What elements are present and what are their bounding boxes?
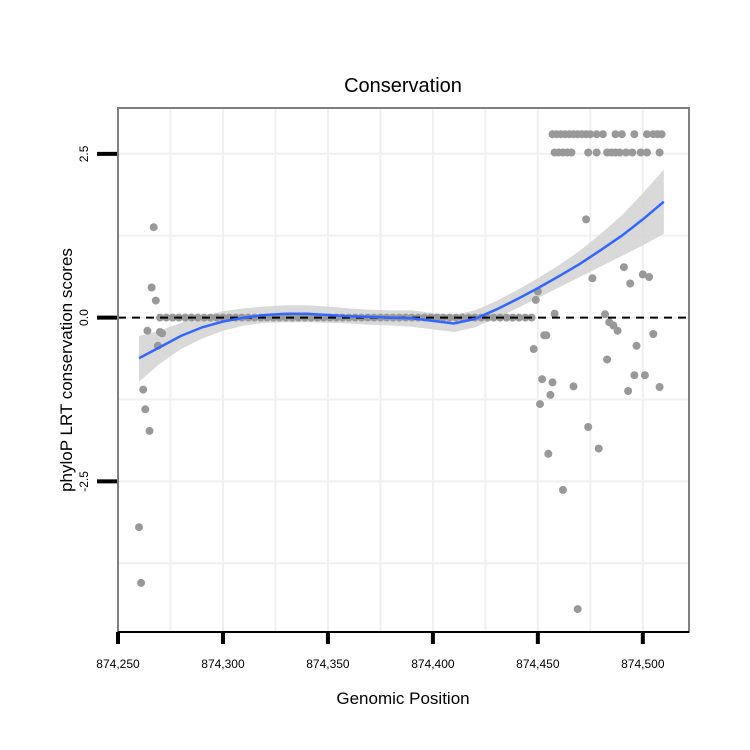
data-point — [137, 578, 146, 587]
x-axis: 874,250 874,300 874,350 874,400 874,450 874,5… — [96, 631, 689, 671]
data-point — [567, 148, 576, 157]
data-point — [630, 371, 639, 380]
data-point — [592, 130, 601, 139]
data-point — [655, 383, 664, 391]
data-point — [584, 423, 593, 431]
y-axis: -2.5 0.0 2.5 — [77, 145, 117, 492]
data-point — [617, 130, 626, 139]
data-point — [643, 148, 651, 157]
data-point — [546, 390, 555, 399]
data-point — [657, 130, 666, 139]
x-tick-label: 874,450 — [516, 657, 560, 671]
y-tick-label: -2.5 — [77, 471, 91, 492]
fit-line-group — [138, 200, 665, 360]
data-point — [149, 223, 158, 232]
data-point — [573, 605, 582, 614]
data-point — [141, 405, 150, 414]
data-point — [193, 313, 202, 322]
data-point — [582, 215, 591, 224]
data-point — [603, 355, 612, 364]
data-point — [458, 313, 467, 322]
data-point — [601, 310, 609, 319]
data-point — [281, 313, 290, 322]
data-point — [594, 444, 603, 453]
data-point — [147, 283, 156, 292]
data-point — [588, 274, 597, 283]
data-point — [529, 345, 538, 353]
data-point — [139, 385, 148, 394]
data-point — [619, 263, 628, 272]
data-point — [536, 400, 544, 409]
data-point — [294, 313, 303, 322]
data-point — [151, 296, 160, 305]
data-point — [515, 313, 523, 322]
y-tick-label: 2.5 — [77, 145, 91, 162]
data-point — [628, 148, 637, 157]
data-point — [559, 485, 567, 494]
data-point — [592, 148, 601, 157]
x-tick-label: 874,400 — [411, 657, 455, 671]
data-point — [643, 130, 651, 139]
data-point — [145, 426, 154, 435]
data-point — [307, 313, 316, 322]
data-point — [630, 130, 639, 139]
data-point — [158, 329, 167, 338]
data-point — [550, 309, 559, 318]
data-point — [624, 387, 633, 395]
data-point — [640, 371, 649, 380]
data-point — [584, 148, 593, 157]
data-point — [135, 523, 143, 532]
data-point — [638, 270, 647, 279]
data-point — [433, 313, 442, 322]
x-tick-label: 874,350 — [306, 657, 350, 671]
data-point — [655, 148, 664, 157]
x-tick-label: 874,250 — [96, 657, 140, 671]
data-point — [569, 382, 578, 391]
data-point — [598, 130, 607, 139]
data-point — [206, 313, 215, 322]
data-point — [645, 273, 654, 281]
data-point — [542, 331, 551, 340]
x-tick-label: 874,500 — [621, 657, 665, 671]
data-point — [613, 326, 622, 335]
data-point — [611, 130, 620, 139]
data-point — [531, 295, 540, 304]
x-axis-label: Genomic Position — [336, 689, 469, 708]
data-point — [636, 148, 645, 157]
data-point — [632, 341, 641, 350]
data-point — [181, 313, 190, 322]
data-point — [649, 330, 658, 338]
x-tick-label: 874,300 — [201, 657, 245, 671]
data-point — [548, 378, 557, 387]
data-point — [544, 449, 553, 458]
data-point — [168, 313, 177, 322]
data-point — [626, 279, 635, 288]
y-axis-label: phyloP LRT conservation scores — [57, 248, 76, 492]
plot-panel — [118, 108, 689, 632]
data-point — [622, 148, 630, 157]
y-tick-label: 0.0 — [77, 309, 91, 326]
data-point — [538, 375, 547, 384]
data-point — [615, 148, 624, 157]
data-point — [586, 130, 595, 139]
chart-title: Conservation — [344, 75, 462, 97]
data-point — [445, 313, 454, 322]
data-point — [489, 313, 498, 322]
data-point — [143, 326, 152, 335]
data-point — [502, 313, 511, 322]
smooth-fit-line — [138, 200, 665, 360]
